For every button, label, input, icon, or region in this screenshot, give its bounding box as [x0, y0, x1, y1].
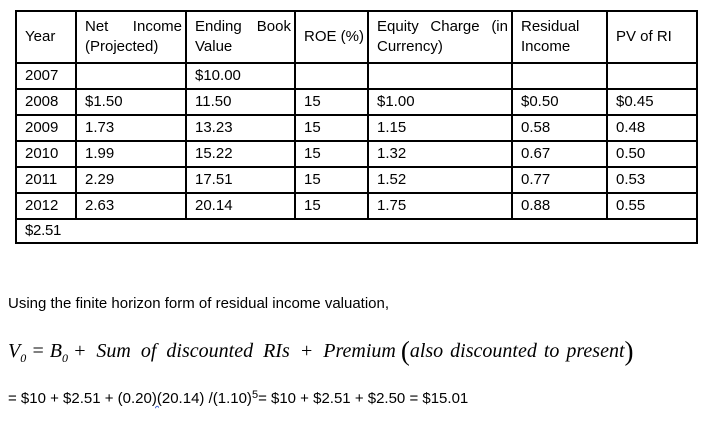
table-cell: 1.52	[367, 166, 513, 194]
calculation-line: = $10 + $2.51 + (0.20)(20.14) /(1.10)5= …	[8, 390, 709, 408]
table-cell: 1.73	[75, 114, 187, 142]
table-row-2010: 2010 1.99 15.22 15 1.32 0.67 0.50	[15, 140, 698, 168]
table-cell: 0.67	[511, 140, 608, 168]
calc-exponent: 5	[251, 389, 259, 401]
table-cell: 1.15	[367, 114, 513, 142]
table-cell: 15	[294, 166, 369, 194]
column-header-pv-of-ri: PV of RI	[606, 10, 698, 64]
table-cell: 2012	[15, 192, 77, 220]
formula-open-paren: (	[400, 336, 410, 366]
table-cell: 1.32	[367, 140, 513, 168]
table-cell: 2007	[15, 62, 77, 90]
table-cell	[606, 62, 698, 90]
table-cell: 2009	[15, 114, 77, 142]
formula-term-b: B	[49, 340, 62, 362]
table-cell: 2011	[15, 166, 77, 194]
table-cell: 13.23	[185, 114, 296, 142]
table-cell: 15	[294, 140, 369, 168]
column-header-ending-book-value: Ending Book Value	[185, 10, 296, 64]
table-row-2012: 2012 2.63 20.14 15 1.75 0.88 0.55	[15, 192, 698, 220]
calc-segment: 20.14) /(1.10)	[161, 390, 252, 407]
formula-subscript: 0	[20, 351, 27, 365]
valuation-formula: V0 = B0 + Sum of discounted RIs + Premiu…	[8, 336, 709, 366]
table-row-2009: 2009 1.73 13.23 15 1.15 0.58 0.48	[15, 114, 698, 142]
table-cell: 2.63	[75, 192, 187, 220]
intro-text: Using the finite horizon form of residua…	[8, 295, 390, 312]
table-cell: $0.45	[606, 88, 698, 116]
table-cell: 0.58	[511, 114, 608, 142]
table-row-2011: 2011 2.29 17.51 15 1.52 0.77 0.53	[15, 166, 698, 194]
column-header-residual-income: Residual Income	[511, 10, 608, 64]
table-cell: 20.14	[185, 192, 296, 220]
table-cell: 1.75	[367, 192, 513, 220]
column-header-equity-charge: Equity Charge (in Currency)	[367, 10, 513, 64]
calc-segment: = $10 + $2.51 + (0.20	[8, 390, 152, 407]
residual-income-table: Year Net Income (Projected) Ending Book …	[15, 10, 698, 244]
formula-middle-terms: + Sum of discounted RIs + Premium	[72, 340, 396, 362]
table-cell: 0.48	[606, 114, 698, 142]
table-footer-row: $2.51	[15, 218, 698, 244]
table-cell: 2.29	[75, 166, 187, 194]
table-cell: $10.00	[185, 62, 296, 90]
table-row-2007: 2007 $10.00	[15, 62, 698, 90]
table-cell	[511, 62, 608, 90]
table-cell: 0.50	[606, 140, 698, 168]
table-cell	[294, 62, 369, 90]
table-cell: 0.77	[511, 166, 608, 194]
table-cell	[367, 62, 513, 90]
table-cell: 0.88	[511, 192, 608, 220]
table-cell	[75, 62, 187, 90]
column-header-net-income: Net Income (Projected)	[75, 10, 187, 64]
table-cell: 17.51	[185, 166, 296, 194]
table-cell: $1.50	[75, 88, 187, 116]
table-cell: 0.55	[606, 192, 698, 220]
table-cell: 11.50	[185, 88, 296, 116]
calc-segment: = $10 + $2.51 + $2.50 = $15.01	[258, 390, 469, 407]
table-cell: $0.50	[511, 88, 608, 116]
sum-of-pv-cell: $2.51	[15, 218, 698, 244]
table-cell: 0.53	[606, 166, 698, 194]
table-row-2008: 2008 $1.50 11.50 15 $1.00 $0.50 $0.45	[15, 88, 698, 116]
table-cell: $1.00	[367, 88, 513, 116]
column-header-year: Year	[15, 10, 77, 64]
formula-term-v: V	[8, 340, 21, 362]
formula-subscript: 0	[61, 351, 68, 365]
table-cell: 2010	[15, 140, 77, 168]
formula-paren-text: also discounted to present	[409, 340, 625, 362]
table-cell: 15	[294, 114, 369, 142]
table-cell: 15	[294, 88, 369, 116]
table-cell: 15.22	[185, 140, 296, 168]
grammar-squiggle-text: )(	[151, 390, 162, 407]
table-cell: 1.99	[75, 140, 187, 168]
table-cell: 15	[294, 192, 369, 220]
column-header-roe: ROE (%)	[294, 10, 369, 64]
formula-close-paren: )	[624, 336, 634, 366]
table-header-row: Year Net Income (Projected) Ending Book …	[15, 10, 698, 64]
formula-equals: =	[31, 340, 45, 362]
table-cell: 2008	[15, 88, 77, 116]
